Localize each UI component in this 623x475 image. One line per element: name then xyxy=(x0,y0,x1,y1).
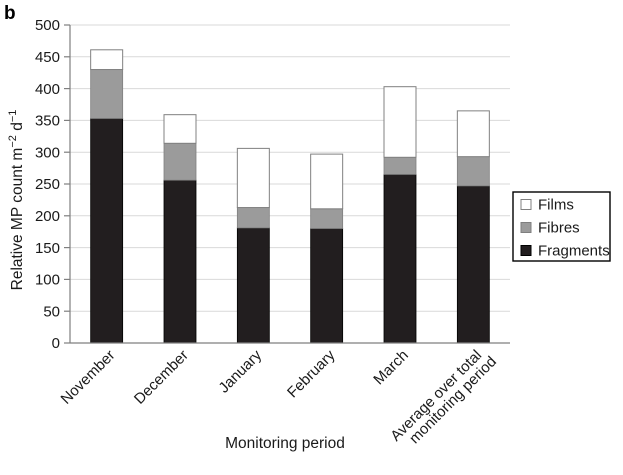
x-category-label-january: January xyxy=(215,346,265,396)
bar-segment-fibres-average-over-total xyxy=(456,156,490,187)
x-category-label-march: March xyxy=(370,347,411,388)
y-tick-label: 50 xyxy=(43,303,60,320)
x-category-label-line: December xyxy=(131,347,192,408)
y-tick-label: 450 xyxy=(35,49,60,66)
bar-segment-films-average-over-total xyxy=(456,110,490,158)
bar-segment-fragments-november xyxy=(90,118,124,344)
bar-segment-fragments-march xyxy=(383,174,417,344)
legend-label: Fragments xyxy=(538,243,610,260)
bar-series xyxy=(90,49,490,344)
bar-segment-films-november xyxy=(90,49,124,71)
bar-segment-fragments-december xyxy=(163,179,197,344)
x-category-label-november: November xyxy=(58,347,119,408)
bar-segment-fibres-november xyxy=(90,69,124,119)
y-tick-label: 250 xyxy=(35,176,60,193)
bar-segment-films-march xyxy=(383,86,417,158)
gridlines xyxy=(70,24,510,312)
legend-swatch-fragments-icon xyxy=(520,245,532,256)
y-tick-label: 300 xyxy=(35,144,60,161)
legend-item-fibres: Fibres xyxy=(520,220,580,237)
x-category-label-line: November xyxy=(58,347,119,408)
bar-segment-fibres-march xyxy=(383,156,417,175)
x-category-label-december: December xyxy=(131,347,192,408)
x-category-label-line: February xyxy=(284,346,339,401)
legend-item-fragments: Fragments xyxy=(520,243,610,260)
y-axis-title: Relative MP count m−2 d−1 xyxy=(7,110,26,291)
legend-label: Fibres xyxy=(538,220,580,237)
y-tick-label: 150 xyxy=(35,240,60,257)
x-axis-title: Monitoring period xyxy=(225,435,345,452)
legend: Films Fibres Fragments xyxy=(512,191,611,262)
panel-label: b xyxy=(4,3,16,24)
bar-segment-fragments-february xyxy=(310,228,344,344)
x-category-label-february: February xyxy=(284,346,339,401)
y-tick-label: 350 xyxy=(35,113,60,130)
legend-label: Films xyxy=(538,197,574,214)
y-tick-label: 100 xyxy=(35,272,60,289)
y-tick-label: 500 xyxy=(35,17,60,34)
y-tick-label: 200 xyxy=(35,208,60,225)
bar-segment-films-december xyxy=(163,114,197,144)
y-tick-label: 400 xyxy=(35,81,60,98)
bar-segment-films-february xyxy=(310,153,344,210)
x-category-label-line: January xyxy=(215,346,265,396)
bar-segment-fibres-january xyxy=(236,207,270,229)
bar-segment-fibres-february xyxy=(310,208,344,229)
axes: 0 50 100 150 200 250 300 350 400 450 500 xyxy=(35,17,510,352)
bar-segment-fragments-average-over-total xyxy=(456,185,490,344)
y-tick-label: 0 xyxy=(52,335,60,352)
bar-segment-fragments-january xyxy=(236,227,270,344)
x-category-label-line: March xyxy=(370,347,411,388)
legend-swatch-films-icon xyxy=(520,199,532,210)
bar-segment-films-january xyxy=(236,147,270,209)
bar-segment-fibres-december xyxy=(163,142,197,181)
legend-item-films: Films xyxy=(520,197,574,214)
legend-swatch-fibres-icon xyxy=(520,222,532,233)
